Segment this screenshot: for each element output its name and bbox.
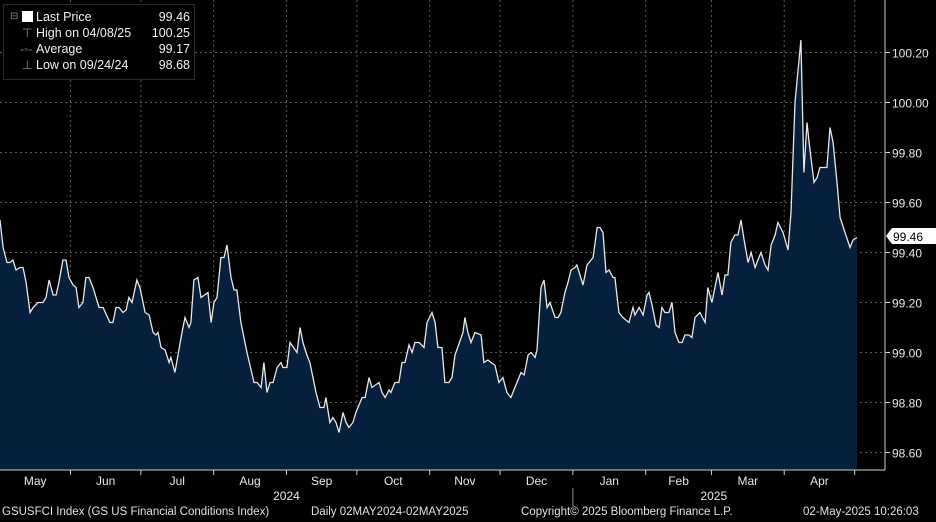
- month-label: Dec: [526, 474, 547, 488]
- year-label: 2024: [273, 489, 300, 503]
- y-tick-label: 99.60: [892, 197, 922, 211]
- legend-value: 98.68: [158, 58, 190, 72]
- last-price-label: 99.46: [893, 230, 923, 244]
- month-label: Sep: [311, 474, 333, 488]
- footer-timestamp: 02-May-2025 10:26:03: [803, 506, 919, 518]
- y-tick-label: 98.80: [892, 397, 922, 411]
- x-axis-ticks: May Jun Jul Aug Sep Oct Nov Dec Jan Feb Mar Apr 2024…: [24, 470, 856, 506]
- legend-row-average: -◦- Average 99.17: [4, 41, 190, 57]
- legend-row-high: ⊤ High on 04/08/25 100.25: [4, 25, 190, 41]
- low-marker-icon: ⊥: [22, 58, 33, 72]
- series-area-fill: [0, 40, 857, 470]
- legend-label: Average: [36, 42, 83, 56]
- white-swatch-icon: [22, 11, 33, 22]
- month-label: Feb: [668, 474, 689, 488]
- high-marker-icon: ⊤: [22, 26, 33, 40]
- y-tick-label: 99.20: [892, 297, 922, 311]
- legend-value: 99.17: [158, 42, 190, 56]
- collapse-icon[interactable]: ⊟: [10, 11, 19, 22]
- y-tick-label: 100.00: [892, 97, 929, 111]
- y-axis-ticks: 98.60 98.80 99.00 99.20 99.40 99.60 99.80 100.0…: [885, 47, 929, 461]
- y-tick-label: 99.80: [892, 147, 922, 161]
- legend-row-last-price[interactable]: ⊟ Last Price 99.46: [4, 9, 190, 25]
- legend-value: 99.46: [158, 10, 190, 24]
- average-marker-icon: -◦-: [20, 42, 33, 56]
- legend-label: Last Price: [36, 10, 92, 24]
- y-tick-label: 99.00: [892, 347, 922, 361]
- month-label: Aug: [239, 474, 260, 488]
- series-line-last-price: [0, 39, 858, 433]
- legend-label: Low on 09/24/24: [36, 58, 129, 72]
- legend-value: 100.25: [151, 26, 190, 40]
- month-label: Jun: [96, 474, 115, 488]
- month-label: Apr: [810, 474, 829, 488]
- footer-range: Daily 02MAY2024-02MAY2025: [311, 506, 469, 518]
- y-tick-label: 98.60: [892, 447, 922, 461]
- y-tick-label: 100.20: [892, 47, 929, 61]
- month-label: Oct: [384, 474, 403, 488]
- footer-security: GSUSFCI Index (GS US Financial Condition…: [2, 506, 270, 518]
- y-tick-label: 99.40: [892, 247, 922, 261]
- legend-row-low: ⊥ Low on 09/24/24 98.68: [4, 57, 190, 73]
- month-label: May: [24, 474, 47, 488]
- last-price-marker: 99.46: [886, 228, 936, 244]
- footer-copyright: Copyright© 2025 Bloomberg Finance L.P.: [521, 506, 733, 518]
- legend-label: High on 04/08/25: [36, 26, 132, 40]
- month-label: Mar: [737, 474, 758, 488]
- month-label: Nov: [454, 474, 475, 488]
- legend: ⊟ Last Price 99.46 ⊤ High on 04/08/25 10…: [3, 4, 195, 80]
- month-label: Jan: [600, 474, 619, 488]
- month-label: Jul: [170, 474, 185, 488]
- year-label: 2025: [700, 489, 727, 503]
